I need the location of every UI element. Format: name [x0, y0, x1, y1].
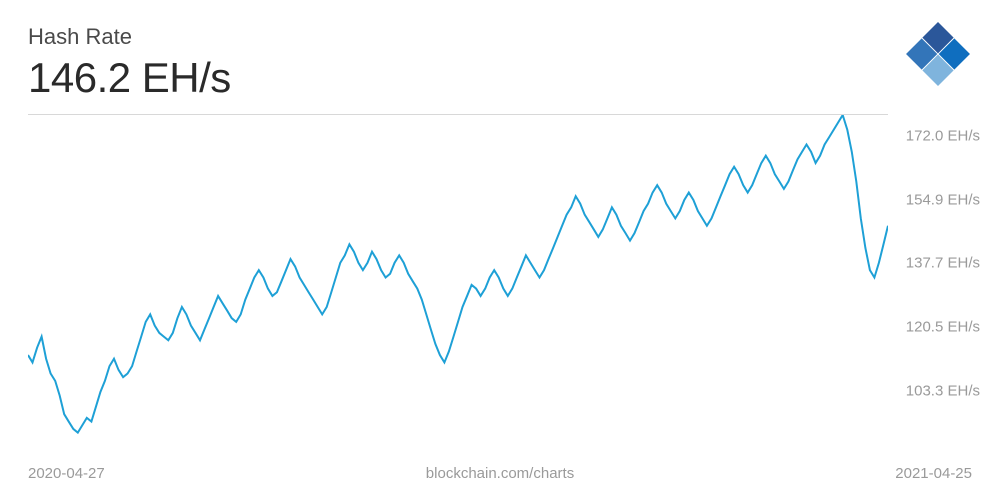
chart-title: Hash Rate	[28, 24, 231, 50]
brand-logo	[904, 20, 972, 88]
source-label: blockchain.com/charts	[426, 465, 574, 482]
chart-container: Hash Rate 146.2 EH/s 172.0 EH/s 154.9 EH/…	[0, 0, 1000, 500]
y-tick-label: 137.7 EH/s	[906, 255, 980, 272]
y-tick-label: 103.3 EH/s	[906, 382, 980, 399]
y-tick-label: 172.0 EH/s	[906, 128, 980, 145]
y-tick-label: 154.9 EH/s	[906, 191, 980, 208]
chart-area	[28, 114, 888, 440]
y-axis-labels: 172.0 EH/s 154.9 EH/s 137.7 EH/s 120.5 EH/s…	[892, 114, 980, 440]
x-axis-start: 2020-04-27	[28, 465, 105, 482]
y-tick-label: 120.5 EH/s	[906, 319, 980, 336]
chart-footer: 2020-04-27 blockchain.com/charts 2021-04…	[28, 465, 972, 482]
chart-header: Hash Rate 146.2 EH/s	[28, 24, 231, 102]
logo-icon	[904, 20, 972, 88]
chart-current-value: 146.2 EH/s	[28, 54, 231, 102]
x-axis-end: 2021-04-25	[895, 465, 972, 482]
line-chart	[28, 115, 888, 440]
